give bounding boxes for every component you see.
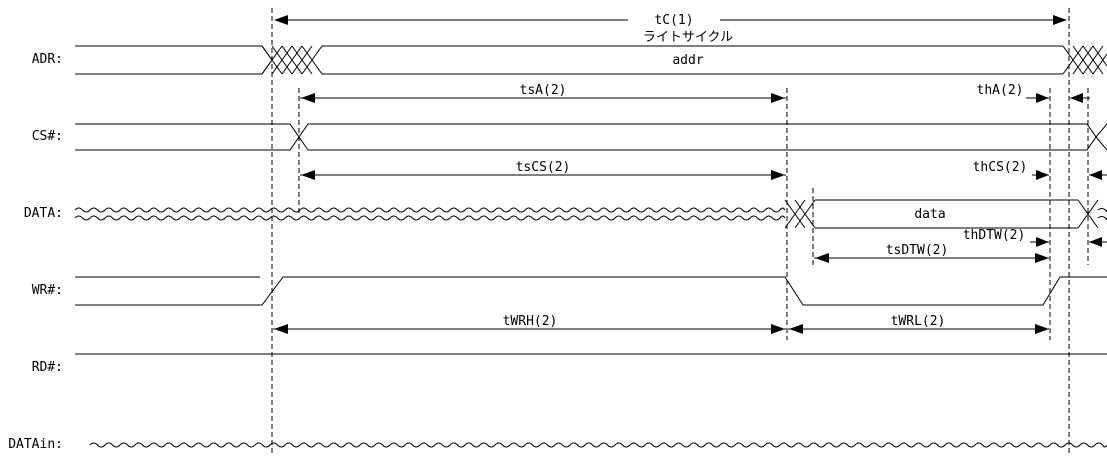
tc-label: tC(1)	[654, 13, 693, 28]
signal-label-data: DATA:	[24, 206, 63, 221]
signal-label-adr: ADR:	[32, 52, 63, 67]
tsdtw-label: tsDTW(2)	[886, 243, 949, 258]
timing-markers	[271, 8, 1089, 456]
tsdtw-measure: tsDTW(2)	[814, 243, 1049, 263]
thcs-label: thCS(2)	[973, 160, 1028, 175]
tc-measure: tC(1) ライトサイクル	[274, 13, 1067, 45]
tha-measure: thA(2)	[977, 83, 1090, 103]
twrl-label: tWRL(2)	[891, 314, 946, 329]
signal-label-cs: CS#:	[32, 129, 63, 144]
datain-waveform	[89, 442, 1107, 448]
adr-waveform: addr	[75, 45, 1107, 75]
tsa-measure: tsA(2)	[300, 83, 786, 103]
thdtw-label: thDTW(2)	[963, 228, 1026, 243]
tscs-measure: tsCS(2)	[300, 160, 786, 180]
tscs-label: tsCS(2)	[516, 160, 571, 175]
twrh-measure: tWRH(2)	[273, 314, 786, 334]
data-value: data	[914, 207, 945, 222]
signal-label-datain: DATAin:	[8, 437, 63, 452]
signal-label-rd: RD#:	[32, 360, 63, 375]
write-cycle-label: ライトサイクル	[643, 30, 733, 45]
thdtw-measure: thDTW(2)	[963, 228, 1107, 247]
data-waveform: data	[74, 199, 1107, 229]
thcs-measure: thCS(2)	[973, 160, 1107, 180]
wr-waveform	[75, 276, 1107, 306]
adr-value: addr	[672, 53, 703, 68]
tha-label: thA(2)	[977, 83, 1024, 98]
tsa-label: tsA(2)	[520, 83, 567, 98]
cs-waveform	[75, 123, 1107, 151]
signal-label-wr: WR#:	[32, 283, 63, 298]
twrh-label: tWRH(2)	[503, 314, 558, 329]
twrl-measure: tWRL(2)	[788, 314, 1049, 334]
